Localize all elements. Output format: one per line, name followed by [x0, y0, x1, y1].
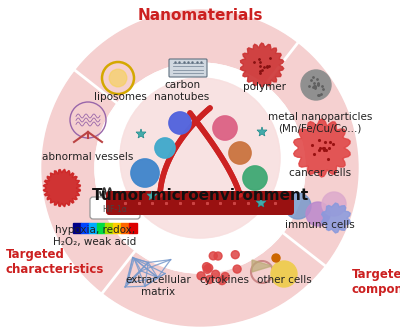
Circle shape [206, 275, 214, 283]
Circle shape [120, 78, 280, 238]
Text: immune cells: immune cells [285, 220, 355, 230]
Circle shape [42, 10, 358, 326]
Text: cancer cells: cancer cells [289, 168, 351, 178]
Circle shape [197, 272, 205, 280]
Circle shape [272, 254, 280, 262]
Bar [97, 223, 105, 233]
Bar [113, 223, 121, 233]
Polygon shape [322, 203, 350, 233]
Circle shape [233, 265, 241, 273]
Circle shape [285, 193, 311, 219]
Circle shape [131, 159, 159, 187]
Bar [121, 223, 129, 233]
Circle shape [205, 264, 213, 272]
Circle shape [213, 116, 237, 140]
Circle shape [271, 261, 297, 287]
Circle shape [229, 142, 251, 164]
Text: carbon
nanotubes: carbon nanotubes [154, 80, 210, 102]
Circle shape [218, 277, 226, 285]
Circle shape [243, 166, 267, 190]
Bar [129, 223, 137, 233]
Circle shape [243, 166, 267, 190]
Circle shape [306, 202, 330, 226]
Text: HIF-1α: HIF-1α [102, 204, 128, 213]
Circle shape [214, 252, 222, 260]
Text: Targeted
components: Targeted components [352, 268, 400, 296]
Circle shape [301, 70, 331, 100]
Circle shape [155, 138, 175, 158]
Circle shape [109, 69, 127, 87]
Text: extracellular
matrix: extracellular matrix [125, 275, 191, 296]
Text: cytokines: cytokines [199, 275, 249, 285]
Text: polymer: polymer [244, 82, 286, 92]
Circle shape [322, 192, 346, 216]
Polygon shape [294, 119, 350, 177]
Text: Tumor microenvironment: Tumor microenvironment [92, 189, 308, 203]
Circle shape [95, 63, 305, 273]
Bar [81, 223, 89, 233]
Polygon shape [240, 43, 284, 87]
Circle shape [120, 78, 280, 238]
Circle shape [229, 142, 251, 164]
Circle shape [203, 265, 211, 273]
Text: abnormal vessels: abnormal vessels [42, 152, 134, 162]
Circle shape [209, 252, 217, 260]
Bar [73, 223, 81, 233]
Text: liposomes: liposomes [94, 92, 146, 102]
Text: Targeted
characteristics: Targeted characteristics [6, 248, 104, 276]
Circle shape [155, 138, 175, 158]
Bar [105, 223, 113, 233]
FancyBboxPatch shape [169, 59, 207, 77]
Circle shape [213, 116, 237, 140]
Bar [89, 223, 97, 233]
Circle shape [169, 112, 191, 134]
FancyBboxPatch shape [90, 197, 140, 219]
Circle shape [221, 272, 229, 280]
Circle shape [202, 263, 210, 271]
Circle shape [95, 63, 305, 273]
Text: other cells: other cells [257, 275, 311, 285]
Circle shape [131, 159, 159, 187]
Polygon shape [43, 169, 80, 207]
Text: Nanomaterials: Nanomaterials [137, 8, 263, 23]
FancyBboxPatch shape [106, 191, 294, 215]
Text: metal nanoparticles
(Mn/Fe/Cu/Co...): metal nanoparticles (Mn/Fe/Cu/Co...) [268, 112, 372, 134]
FancyBboxPatch shape [106, 191, 294, 215]
Polygon shape [252, 260, 272, 272]
Circle shape [231, 251, 239, 259]
Text: hypoxia, redox,
H₂O₂, weak acid: hypoxia, redox, H₂O₂, weak acid [53, 225, 137, 247]
Circle shape [169, 112, 191, 134]
Circle shape [212, 270, 220, 278]
